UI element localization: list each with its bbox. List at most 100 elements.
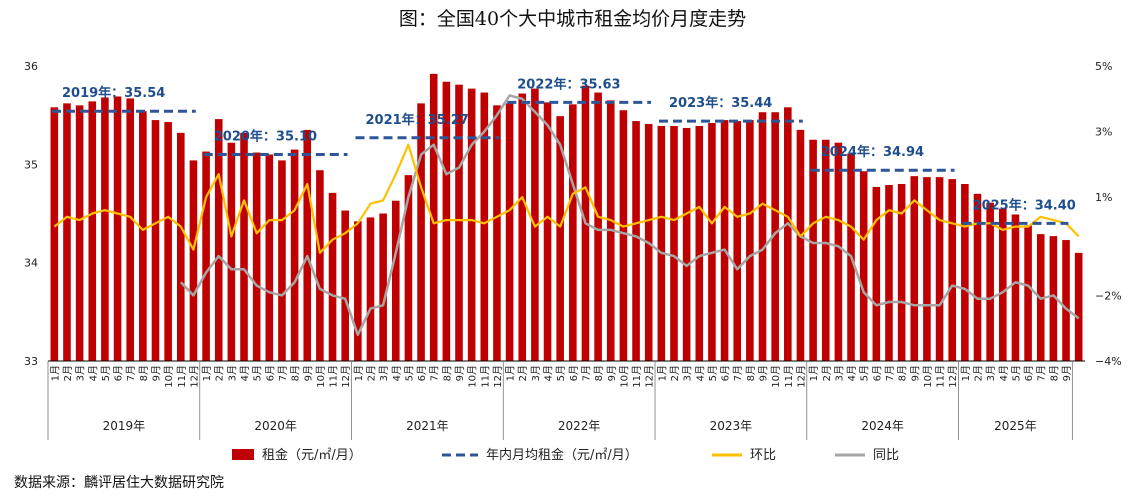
rent-bar [151,120,160,361]
right-axis-tick-label: 3% [1095,126,1112,139]
left-axis-tick-label: 34 [24,257,38,270]
rent-bar [796,129,805,361]
month-tick-label: 2月 [669,365,681,381]
rent-bar [50,107,59,361]
month-tick-label: 11月 [935,365,947,388]
month-tick-label: 3月 [75,365,87,381]
month-tick-label: 12月 [795,365,807,388]
rent-bar [556,116,564,362]
month-tick-label: 6月 [264,365,276,381]
month-tick-label: 4月 [998,365,1010,381]
rent-bar [455,84,463,361]
rent-bar [518,93,527,362]
left-axis-tick-label: 36 [24,60,38,73]
rent-bar [821,139,830,361]
rent-bar [240,132,248,361]
rent-bar [1049,236,1058,361]
yoy-line [179,94,1080,337]
month-tick-label: 9月 [909,365,921,381]
right-axis-tick-label: −2% [1095,289,1122,302]
month-tick-label: 8月 [1048,365,1060,381]
month-tick-label: 11月 [176,365,188,388]
year-label: 2020年 [254,419,297,433]
month-tick-label: 9月 [606,365,618,381]
month-tick-label: 9月 [758,365,770,381]
month-tick-label: 8月 [745,365,757,381]
rent-bar [227,142,236,361]
month-tick-label: 1月 [201,365,213,381]
rent-bar [366,217,375,361]
month-tick-label: 1月 [353,365,365,381]
rent-bar [1011,214,1020,361]
month-tick-label: 4月 [391,365,403,381]
month-tick-label: 2月 [214,365,226,381]
rent-bar [101,97,109,361]
year-label: 2021年 [406,419,449,433]
rent-bar [480,92,489,362]
month-tick-label: 6月 [416,365,428,381]
month-tick-label: 11月 [631,365,643,388]
month-tick-label: 10月 [163,365,175,388]
year-label: 2019年 [103,419,146,433]
rent-bar [935,177,944,361]
month-tick-label: 4月 [846,365,858,381]
rent-bar [1024,225,1032,361]
month-tick-label: 3月 [530,365,542,381]
month-tick-label: 2月 [973,365,985,381]
month-tick-label: 5月 [100,365,112,381]
month-tick-label: 3月 [682,365,694,381]
year-label: 2022年 [558,419,601,433]
month-tick-label: 11月 [479,365,491,388]
rent-bar [202,151,210,361]
month-tick-label: 2月 [365,365,377,381]
rent-bar [429,73,438,361]
month-tick-label: 1月 [505,365,517,381]
rent-bar [973,193,982,361]
month-tick-label: 5月 [555,365,567,381]
month-tick-label: 3月 [833,365,845,381]
rent-bar [1074,252,1083,361]
month-tick-label: 5月 [403,365,415,381]
rent-bar [910,176,919,361]
month-tick-label: 4月 [239,365,251,381]
month-tick-label: 9月 [1061,365,1073,381]
month-tick-label: 12月 [340,365,352,388]
month-tick-label: 12月 [947,365,959,388]
month-tick-label: 4月 [694,365,706,381]
rent-bar [252,152,261,361]
month-tick-label: 2月 [517,365,529,381]
rent-bar [999,208,1007,361]
month-tick-label: 4月 [87,365,99,381]
yearly-average-label: 2021年：35.27 [366,112,469,128]
rent-bar [695,125,704,361]
month-tick-label: 6月 [1023,365,1035,381]
month-tick-label: 10月 [922,365,934,388]
month-tick-label: 7月 [1036,365,1048,381]
rent-bar [278,160,286,361]
month-tick-label: 10月 [467,365,479,388]
rent-bar [872,186,881,361]
rent-bar [1062,240,1070,361]
rent-bar [657,125,666,361]
rent-bar [594,92,602,362]
rent-bar [442,81,451,361]
rent-bar [809,139,817,361]
chart-title: 图：全国40个大中城市租金均价月度走势 [398,8,747,30]
yearly-average-label: 2024年：34.94 [821,144,924,160]
rent-bar [467,88,476,361]
rent-bar [417,103,425,361]
legend-avg-label: 年内月均租金（元/㎡/月） [486,447,638,463]
rent-bar [569,104,577,361]
month-tick-label: 9月 [150,365,162,381]
month-tick-label: 1月 [808,365,820,381]
rent-bar [164,122,172,361]
month-tick-label: 6月 [871,365,883,381]
month-tick-label: 10月 [315,365,327,388]
month-tick-label: 8月 [138,365,150,381]
rent-bar [290,149,299,361]
right-axis-tick-label: 5% [1095,60,1112,73]
yearly-average-label: 2023年：35.44 [669,95,772,111]
right-axis-tick-label: 1% [1095,191,1112,204]
month-tick-label: 6月 [113,365,125,381]
month-tick-label: 5月 [707,365,719,381]
